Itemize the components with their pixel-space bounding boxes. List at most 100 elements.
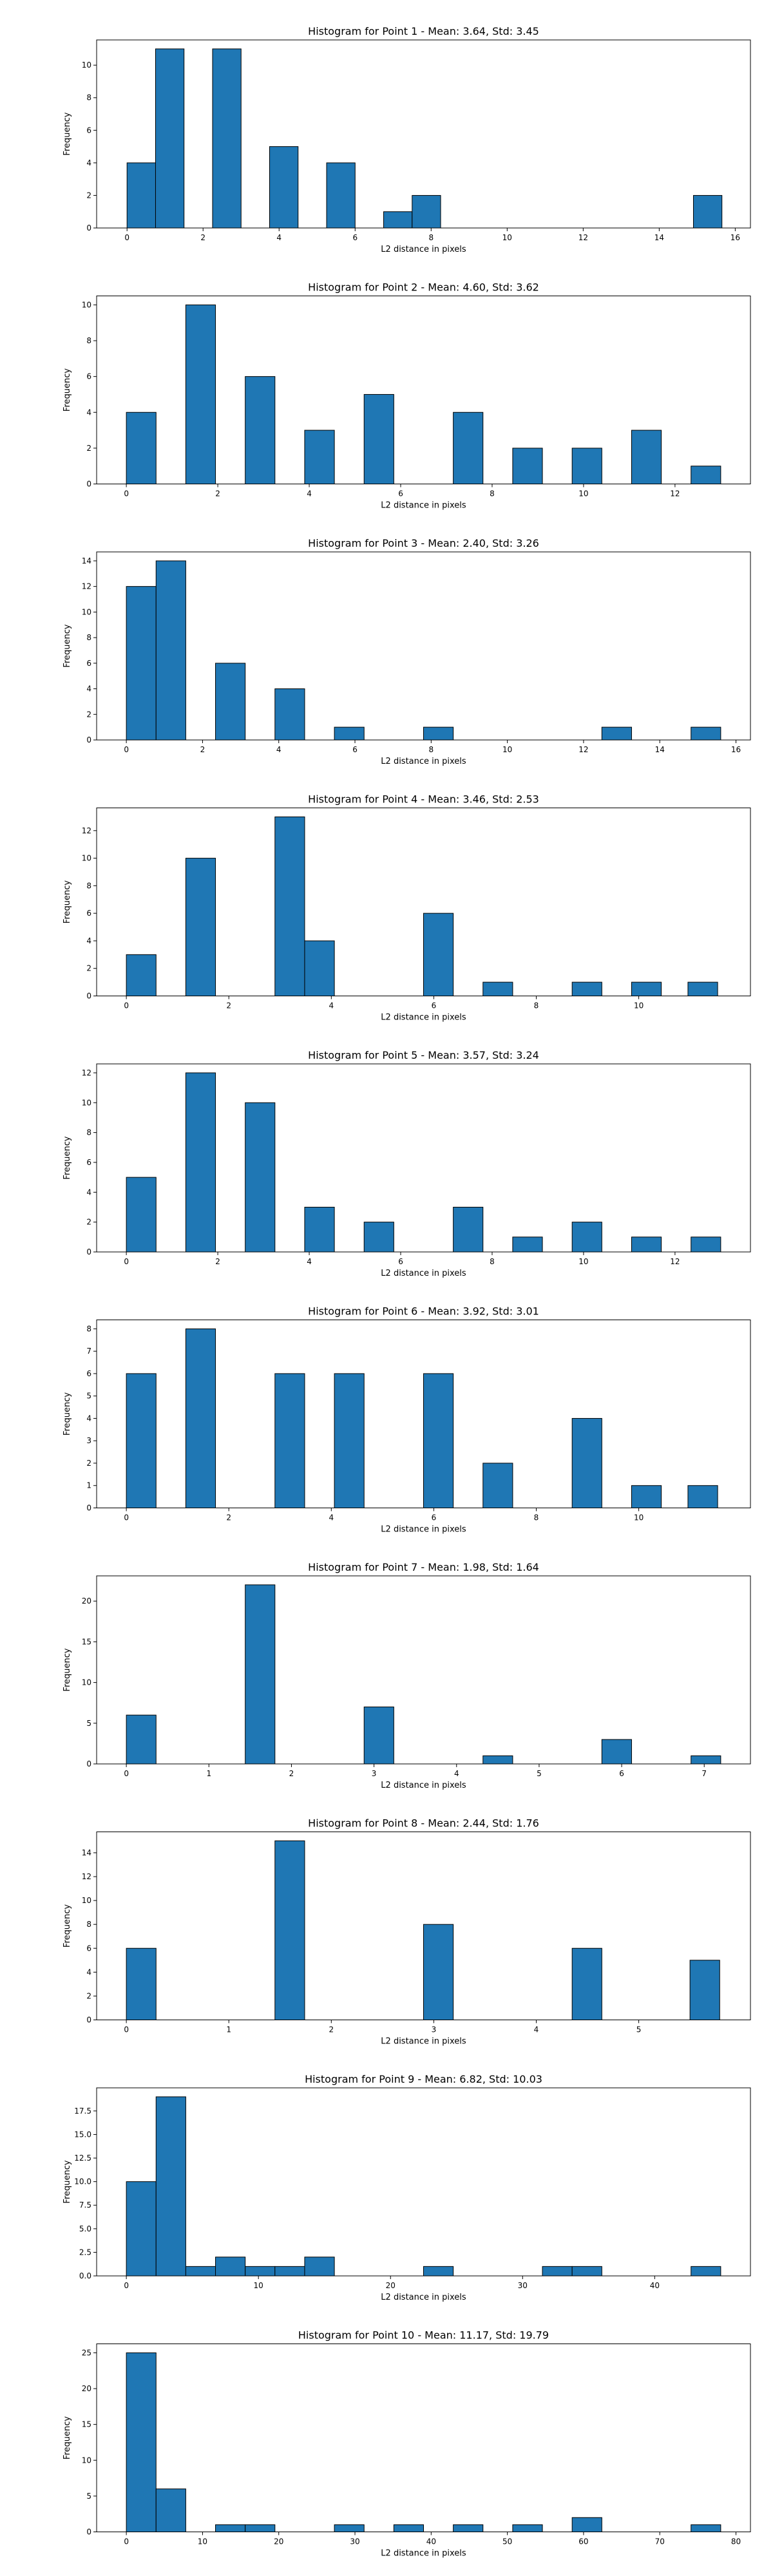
histogram-bar (155, 560, 186, 741)
histogram-bar (453, 2524, 484, 2533)
x-tick-label: 6 (398, 1257, 403, 1266)
histogram-bar (423, 726, 454, 741)
x-tick-label: 8 (490, 1257, 495, 1266)
x-tick-label: 3 (372, 1769, 377, 1778)
histogram-bar (691, 726, 721, 741)
x-tick-label: 30 (350, 2537, 359, 2546)
histogram-bar (274, 816, 305, 997)
histogram-bar (326, 162, 356, 229)
histogram-bar (185, 858, 216, 996)
y-tick-label: 8 (86, 1324, 91, 1333)
histogram-bar (412, 194, 441, 229)
x-axis-label: L2 distance in pixels (381, 1013, 466, 1023)
x-tick-label: 0 (124, 745, 129, 754)
chart-title: Histogram for Point 9 - Mean: 6.82, Std:… (305, 2073, 542, 2085)
plot-frame (96, 551, 751, 741)
y-tick-label: 4 (86, 1967, 91, 1976)
y-tick-label: 20 (82, 2384, 91, 2393)
histogram-bar (126, 1947, 157, 2021)
y-tick-label: 0 (86, 2528, 91, 2537)
y-tick-label: 17.5 (74, 2107, 91, 2116)
plot-frame (96, 808, 751, 996)
histogram-bar (363, 1707, 394, 1765)
y-tick-label: 10 (82, 854, 91, 863)
x-tick-label: 8 (428, 233, 434, 242)
x-tick-label: 20 (386, 2281, 396, 2290)
chart-panel-5: Histogram for Point 5 - Mean: 3.57, Std:… (62, 1049, 751, 1278)
x-tick-label: 5 (636, 2025, 642, 2034)
histogram-bar (126, 1714, 157, 1765)
y-tick-label: 0 (86, 2016, 91, 2025)
x-tick-label: 70 (655, 2537, 665, 2546)
histogram-bar (269, 146, 299, 229)
histogram-bar (245, 1102, 276, 1253)
histogram-bar (334, 1373, 365, 1508)
x-tick-label: 6 (352, 745, 358, 754)
histogram-bar (185, 2266, 216, 2277)
plot-frame (96, 1575, 751, 1765)
histogram-bar (692, 194, 723, 229)
x-tick-label: 7 (701, 1769, 707, 1778)
x-tick-label: 8 (429, 745, 434, 754)
histogram-bar (691, 1755, 721, 1765)
y-axis-label: Frequency (62, 2160, 72, 2203)
y-tick-label: 10 (82, 1098, 91, 1107)
y-tick-label: 10 (82, 2456, 91, 2465)
chart-title: Histogram for Point 6 - Mean: 3.92, Std:… (308, 1305, 539, 1318)
chart-panel-6: Histogram for Point 6 - Mean: 3.92, Std:… (62, 1305, 751, 1535)
x-tick-label: 10 (254, 2281, 263, 2290)
x-tick-label: 12 (578, 745, 588, 754)
y-tick-label: 14 (82, 1848, 91, 1857)
histogram-bar (687, 1485, 718, 1508)
y-tick-label: 2 (86, 710, 91, 719)
histogram-bar (512, 1236, 543, 1253)
histogram-bar (274, 2266, 305, 2277)
histogram-bar (482, 1463, 513, 1508)
y-axis-label: Frequency (62, 1648, 72, 1691)
histogram-bar (304, 430, 335, 484)
y-tick-label: 15 (82, 1637, 91, 1646)
y-tick-label: 1 (86, 1481, 91, 1490)
histogram-bar (185, 1328, 216, 1509)
histogram-bar (212, 48, 242, 229)
y-axis-label: Frequency (62, 1904, 72, 1947)
y-tick-label: 8 (86, 93, 91, 102)
x-tick-label: 0 (124, 1001, 129, 1010)
histogram-bar (126, 412, 157, 484)
x-tick-label: 80 (731, 2537, 741, 2546)
y-tick-label: 5 (86, 1719, 91, 1728)
y-tick-label: 2 (86, 1991, 91, 2000)
x-tick-label: 2 (329, 2025, 334, 2034)
histogram-bar (691, 2524, 721, 2533)
histogram-bar (542, 2266, 573, 2277)
histogram-bar (155, 2488, 186, 2532)
x-tick-label: 6 (432, 1001, 437, 1010)
chart-title: Histogram for Point 4 - Mean: 3.46, Std:… (308, 793, 539, 806)
histogram-bar (274, 1840, 305, 2021)
histogram-bar (687, 981, 718, 996)
histogram-bar (453, 1206, 484, 1253)
y-tick-label: 8 (86, 336, 91, 345)
chart-title: Histogram for Point 5 - Mean: 3.57, Std:… (308, 1049, 539, 1061)
plot-frame (96, 39, 751, 229)
y-axis-label: Frequency (62, 624, 72, 667)
y-tick-label: 0 (86, 992, 91, 1001)
x-tick-label: 6 (619, 1769, 624, 1778)
chart-title: Histogram for Point 7 - Mean: 1.98, Std:… (308, 1561, 539, 1573)
y-tick-label: 10.0 (74, 2177, 91, 2186)
y-tick-label: 6 (86, 372, 91, 381)
y-tick-label: 6 (86, 1369, 91, 1378)
y-tick-label: 4 (86, 936, 91, 945)
y-tick-label: 12 (82, 1068, 91, 1077)
histogram-bar (423, 1924, 454, 2021)
y-tick-label: 4 (86, 1414, 91, 1423)
x-axis-label: L2 distance in pixels (381, 1525, 466, 1535)
y-tick-label: 6 (86, 1158, 91, 1167)
histogram-bar (512, 2524, 543, 2533)
x-tick-label: 12 (578, 233, 588, 242)
histogram-bar (215, 663, 246, 741)
histogram-bar (571, 448, 602, 485)
plot-frame (96, 1832, 751, 2020)
chart-title: Histogram for Point 2 - Mean: 4.60, Std:… (308, 281, 539, 294)
chart-title: Histogram for Point 10 - Mean: 11.17, St… (298, 2329, 549, 2342)
